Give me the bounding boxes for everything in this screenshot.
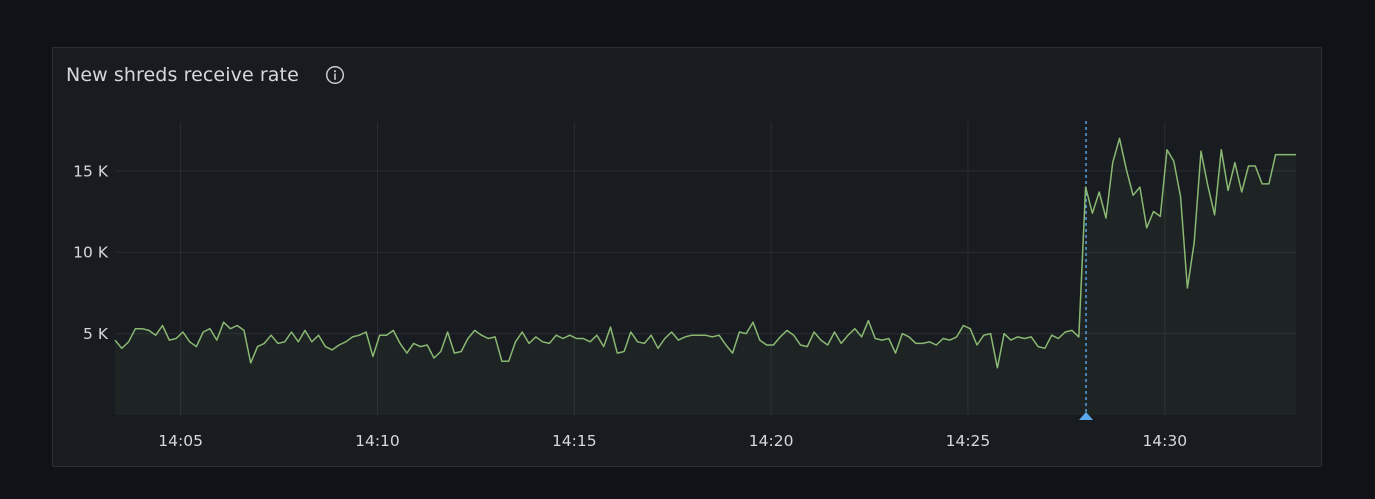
- info-icon[interactable]: [325, 65, 345, 85]
- annotation-marker[interactable]: [1079, 412, 1094, 420]
- panel-title: New shreds receive rate: [66, 64, 299, 86]
- x-tick-label: 14:10: [355, 432, 400, 450]
- y-tick-label: 15 K: [73, 162, 109, 180]
- series-line-layer: [114, 137, 1296, 369]
- series-area: [115, 138, 1296, 416]
- y-tick-label: 10 K: [73, 244, 109, 262]
- chart-panel: New shreds receive rate 5 K 10 K 15 K 14:0…: [52, 47, 1322, 467]
- x-axis: 14:05 14:10 14:15 14:20 14:25 14:30: [158, 432, 1187, 450]
- series-line[interactable]: [114, 137, 1296, 369]
- x-tick-label: 14:05: [158, 432, 203, 450]
- timeseries-chart: 5 K10 K15 K 14:05 14:10 14:15 14:20 14:25 14:…: [73, 121, 1296, 450]
- annotation-layer: [1079, 121, 1094, 420]
- y-tick-label: 5 K: [83, 325, 109, 343]
- x-tick-label: 14:25: [946, 432, 991, 450]
- series-area-layer: [115, 138, 1296, 416]
- y-axis: 5 K 10 K 15 K: [73, 162, 109, 343]
- x-tick-label: 14:30: [1142, 432, 1187, 450]
- x-tick-label: 14:20: [749, 432, 794, 450]
- panel-header: New shreds receive rate: [66, 61, 345, 89]
- x-tick-label: 14:15: [552, 432, 597, 450]
